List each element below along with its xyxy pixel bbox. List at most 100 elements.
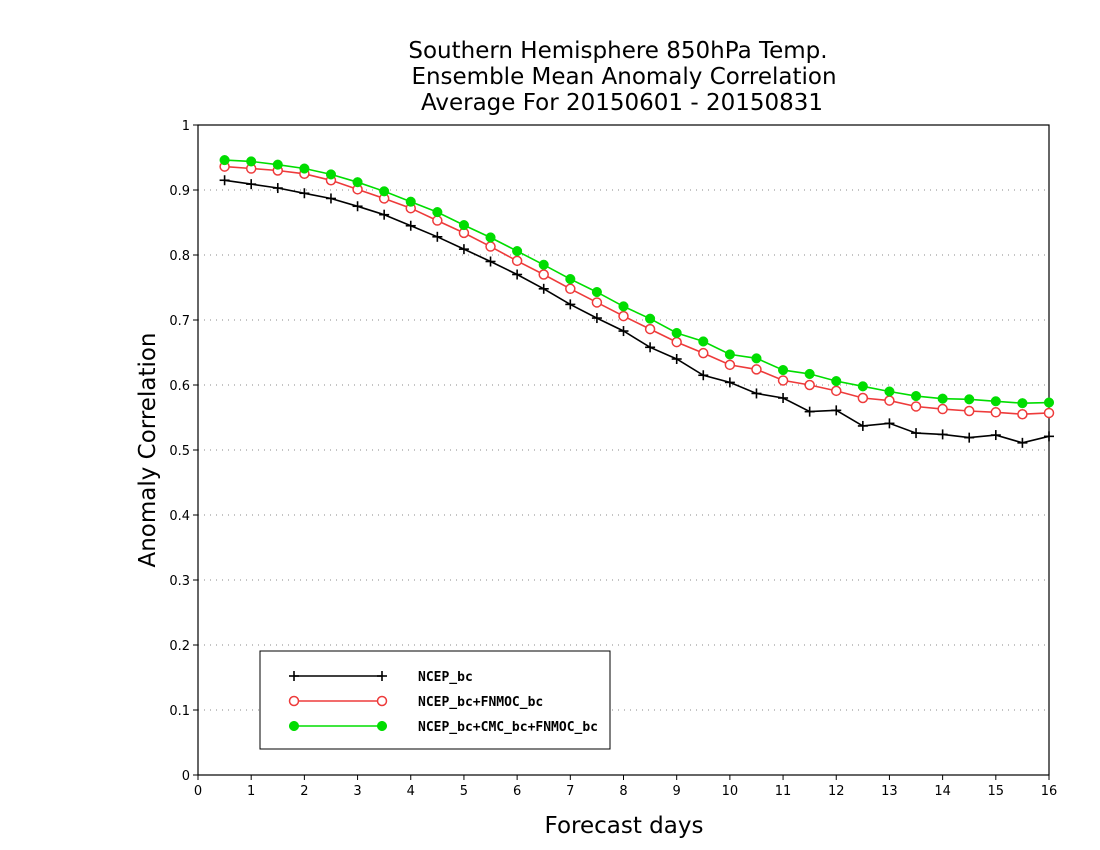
title-line-2: Ensemble Mean Anomaly Correlation (411, 64, 836, 90)
x-tick-label: 13 (881, 784, 898, 799)
data-point (724, 359, 736, 371)
data-point (219, 155, 230, 166)
data-point (618, 326, 629, 337)
legend-marker (288, 720, 300, 732)
data-point (538, 283, 549, 294)
x-tick-label: 7 (566, 784, 574, 799)
data-point (591, 313, 602, 324)
data-point (910, 391, 922, 402)
title-line-1: Southern Hemisphere 850hPa Temp. (408, 38, 827, 64)
y-tick-label: 0 (182, 769, 190, 784)
x-tick-label: 9 (673, 784, 681, 799)
x-tick-label: 16 (1041, 784, 1058, 799)
data-point (1043, 397, 1055, 408)
data-point (246, 156, 257, 167)
data-point (671, 327, 682, 339)
series-line (224, 179, 1050, 444)
series-0 (219, 175, 1054, 448)
legend-item: NCEP_bc+CMC_bc+FNMOC_bc (288, 720, 598, 735)
y-tick-label: 0.6 (169, 379, 190, 394)
data-point (884, 418, 895, 429)
data-point (671, 336, 682, 348)
data-point (325, 169, 337, 180)
x-tick-label: 5 (460, 784, 468, 799)
data-point (511, 255, 523, 267)
data-point (698, 336, 709, 347)
chart-title: Southern Hemisphere 850hPa Temp. Ensembl… (408, 38, 836, 116)
legend-marker (289, 671, 299, 681)
data-point (565, 274, 576, 285)
data-point (724, 377, 735, 388)
x-tick-label: 11 (775, 784, 792, 799)
y-tick-label: 0.5 (169, 444, 190, 459)
data-point (1044, 431, 1054, 442)
data-point (565, 283, 576, 295)
data-point (512, 246, 523, 257)
data-point (1017, 437, 1028, 448)
data-point (352, 177, 363, 188)
data-point (884, 386, 895, 397)
legend-box (259, 650, 611, 750)
series-1 (219, 161, 1055, 420)
data-point (777, 375, 789, 386)
data-point (432, 207, 443, 218)
y-tick-label: 0.8 (169, 249, 190, 264)
axis-ticks (193, 124, 1050, 780)
data-point (857, 420, 868, 431)
data-point (379, 209, 390, 220)
data-point (724, 349, 735, 360)
data-point (485, 256, 496, 267)
y-tick-label: 0.4 (169, 509, 190, 524)
data-point (485, 241, 496, 252)
x-tick-label: 8 (619, 784, 627, 799)
data-point (698, 347, 709, 359)
data-point (990, 407, 1002, 418)
y-tick-label: 0.3 (169, 574, 190, 589)
data-point (644, 323, 656, 335)
data-point (804, 406, 815, 417)
data-point (963, 405, 975, 417)
data-point (990, 396, 1001, 407)
data-point (299, 188, 310, 199)
data-point (458, 220, 469, 231)
data-point (778, 393, 789, 403)
data-point (857, 381, 868, 392)
title-line-3: Average For 20150601 - 20150831 (421, 90, 823, 116)
series-lines (219, 155, 1055, 448)
data-point (272, 183, 283, 194)
x-axis-label: Forecast days (545, 813, 704, 839)
data-point (910, 401, 922, 412)
data-point (299, 163, 310, 174)
series-line (224, 159, 1050, 405)
data-point (990, 430, 1001, 441)
data-point (618, 310, 629, 322)
data-point (831, 405, 842, 416)
y-tick-labels: 0 0.1 0.2 0.3 0.4 0.5 0.6 0.7 0.8 0.9 1 (169, 119, 190, 784)
data-point (698, 370, 709, 381)
legend-marker (376, 695, 388, 707)
data-point (485, 232, 496, 243)
data-point (964, 394, 975, 405)
legend: NCEP_bc NCEP_bc+FNMOC_bc NCEP_bc+CMC_bc+FN… (259, 650, 611, 750)
data-point (645, 342, 656, 353)
y-tick-label: 1 (182, 119, 190, 134)
x-tick-label: 0 (194, 784, 202, 799)
x-tick-label: 4 (407, 784, 415, 799)
data-point (405, 196, 416, 207)
data-point (937, 429, 948, 440)
y-tick-label: 0.9 (169, 184, 190, 199)
data-point (538, 259, 549, 270)
legend-marker (376, 720, 388, 732)
legend-label: NCEP_bc+CMC_bc+FNMOC_bc (418, 720, 598, 735)
x-tick-label: 1 (247, 784, 255, 799)
x-tick-label: 3 (353, 784, 361, 799)
data-point (937, 393, 948, 404)
data-point (1017, 398, 1028, 409)
data-point (379, 186, 390, 197)
x-tick-label: 2 (300, 784, 308, 799)
legend-marker (288, 695, 300, 707)
legend-marker (377, 671, 387, 681)
data-point (804, 379, 815, 391)
legend-item: NCEP_bc (289, 670, 473, 685)
data-point (325, 193, 336, 204)
